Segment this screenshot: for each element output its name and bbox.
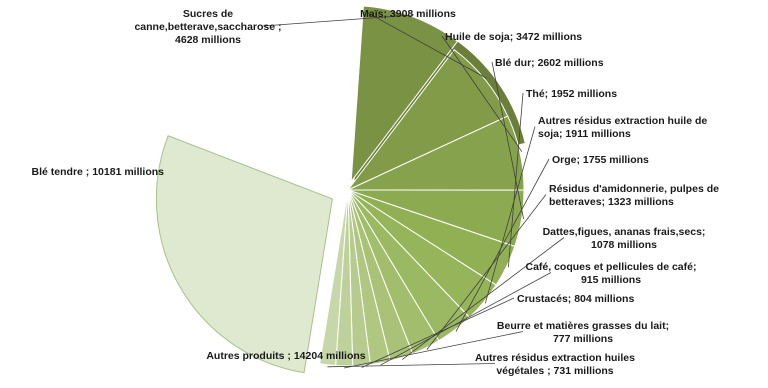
pie-slice-14 [155, 135, 333, 374]
slices-layer [155, 5, 526, 374]
leader-line-13 [327, 363, 496, 368]
leader-lines-layer [262, 12, 565, 369]
leader-line-2 [367, 12, 487, 79]
slice-label-11: Crustacés; 804 millions [517, 293, 634, 305]
slice-label-line: Sucres de [183, 8, 233, 20]
slice-label-line: Blé tendre ; 10181 millions [32, 166, 165, 178]
leader-line-7 [455, 158, 550, 332]
slice-label-line: soja; 1911 millions [538, 128, 631, 140]
slice-label-line: Autres résidus extraction huile de [538, 115, 707, 127]
slice-label-0: Blé tendre ; 10181 millions [32, 166, 165, 178]
slice-label-7: Orge; 1755 millions [552, 154, 649, 166]
slice-label-line: Café, coques et pellicules de café; [526, 261, 697, 273]
slice-label-2: Maïs; 3908 millions [360, 8, 456, 20]
slice-label-3: Huile de soja; 3472 millions [445, 31, 582, 43]
leader-line-10 [380, 272, 552, 366]
slice-label-line: betteraves; 1323 millions [549, 196, 674, 208]
slice-label-line: Crustacés; 804 millions [517, 293, 634, 305]
slice-label-line: Huile de soja; 3472 millions [445, 31, 582, 43]
pie-slice-1 [350, 5, 459, 184]
slice-label-13: Autres résidus extraction huiles végétale… [475, 352, 635, 377]
pie-slice-13 [319, 189, 349, 367]
slice-label-8: Résidus d'amidonnerie, pulpes de betterav… [549, 183, 719, 208]
leader-line-6 [484, 126, 536, 304]
leader-line-3 [441, 35, 523, 153]
slice-label-line: Orge; 1755 millions [552, 154, 649, 166]
slice-label-14: Autres produits ; 14204 millions [206, 350, 365, 362]
slice-label-line: Autres résidus extraction huiles [475, 352, 635, 364]
slice-label-line: 777 millions [553, 333, 613, 345]
slice-label-line: végétales ; 731 millions [496, 365, 613, 377]
leader-line-5 [508, 92, 524, 268]
slice-label-line: canne,betterave,saccharose ; [134, 21, 281, 33]
leader-line-8 [426, 194, 547, 350]
slice-label-line: Blé dur; 2602 millions [495, 57, 604, 69]
slice-label-line: 915 millions [581, 274, 641, 286]
slice-label-5: Thé; 1952 millions [526, 88, 617, 100]
slice-label-12: Beurre et matières grasses du lait; 777 m… [497, 320, 669, 345]
slice-label-9: Dattes,figues, ananas frais,secs; 1078 mi… [543, 226, 706, 251]
slice-label-line: Thé; 1952 millions [526, 88, 617, 100]
labels-layer: Blé tendre ; 10181 millions Sucres de cann… [32, 8, 720, 377]
slice-label-line: Beurre et matières grasses du lait; [497, 320, 669, 332]
slice-label-line: 4628 millions [175, 34, 241, 46]
leader-line-1 [262, 14, 414, 27]
leader-line-12 [344, 331, 524, 369]
slice-label-6: Autres résidus extraction huile de soja; … [538, 115, 707, 140]
leader-line-9 [401, 237, 565, 360]
slice-label-1: Sucres de canne,betterave,saccharose ; 462… [134, 8, 281, 46]
leader-line-4 [491, 61, 524, 220]
slice-label-line: 1078 millions [591, 239, 657, 251]
leader-line-11 [361, 297, 515, 368]
slice-label-line: Autres produits ; 14204 millions [206, 350, 365, 362]
slice-label-line: Maïs; 3908 millions [360, 8, 456, 20]
slice-label-line: Résidus d'amidonnerie, pulpes de [549, 183, 719, 195]
slice-label-line: Dattes,figues, ananas frais,secs; [543, 226, 706, 238]
slice-label-10: Café, coques et pellicules de café; 915 m… [526, 261, 697, 286]
slice-label-4: Blé dur; 2602 millions [495, 57, 604, 69]
